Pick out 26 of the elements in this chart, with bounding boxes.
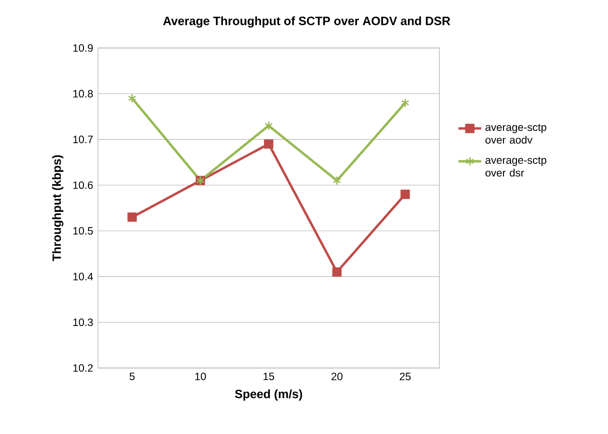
x-tick-label: 20 xyxy=(332,372,342,380)
y-tick-label: 10.2 xyxy=(73,364,93,372)
y-tick-label: 10.7 xyxy=(73,136,93,144)
x-tick-label: 5 xyxy=(130,372,135,380)
point xyxy=(127,212,137,222)
x-tick-label: 25 xyxy=(400,372,411,380)
y-tick-label: 10.8 xyxy=(73,90,93,98)
point xyxy=(332,176,342,186)
y-tick-label: 10.6 xyxy=(73,181,93,189)
y-tick-label: 10.9 xyxy=(73,44,93,52)
y-tick-label: 10.3 xyxy=(73,318,93,326)
y-axis-title: Throughput (kbps) xyxy=(52,155,64,262)
point xyxy=(401,98,410,108)
point xyxy=(264,121,273,130)
point xyxy=(264,139,274,149)
y-tick-label: 10.5 xyxy=(73,227,93,235)
legend-label: average-sctp over aodv xyxy=(486,124,546,144)
y-tick-label: 10.4 xyxy=(73,272,93,280)
x-axis-title: Speed (m/s) xyxy=(235,389,302,401)
point xyxy=(400,190,410,199)
x-tick-label: 15 xyxy=(264,372,274,380)
legend-label: average-sctp over dsr xyxy=(486,156,546,177)
x-tick-label: 10 xyxy=(195,372,206,380)
point xyxy=(332,267,342,277)
chart-title: Average Throughput of SCTP over AODV and DSR xyxy=(163,16,450,28)
point xyxy=(128,94,136,103)
